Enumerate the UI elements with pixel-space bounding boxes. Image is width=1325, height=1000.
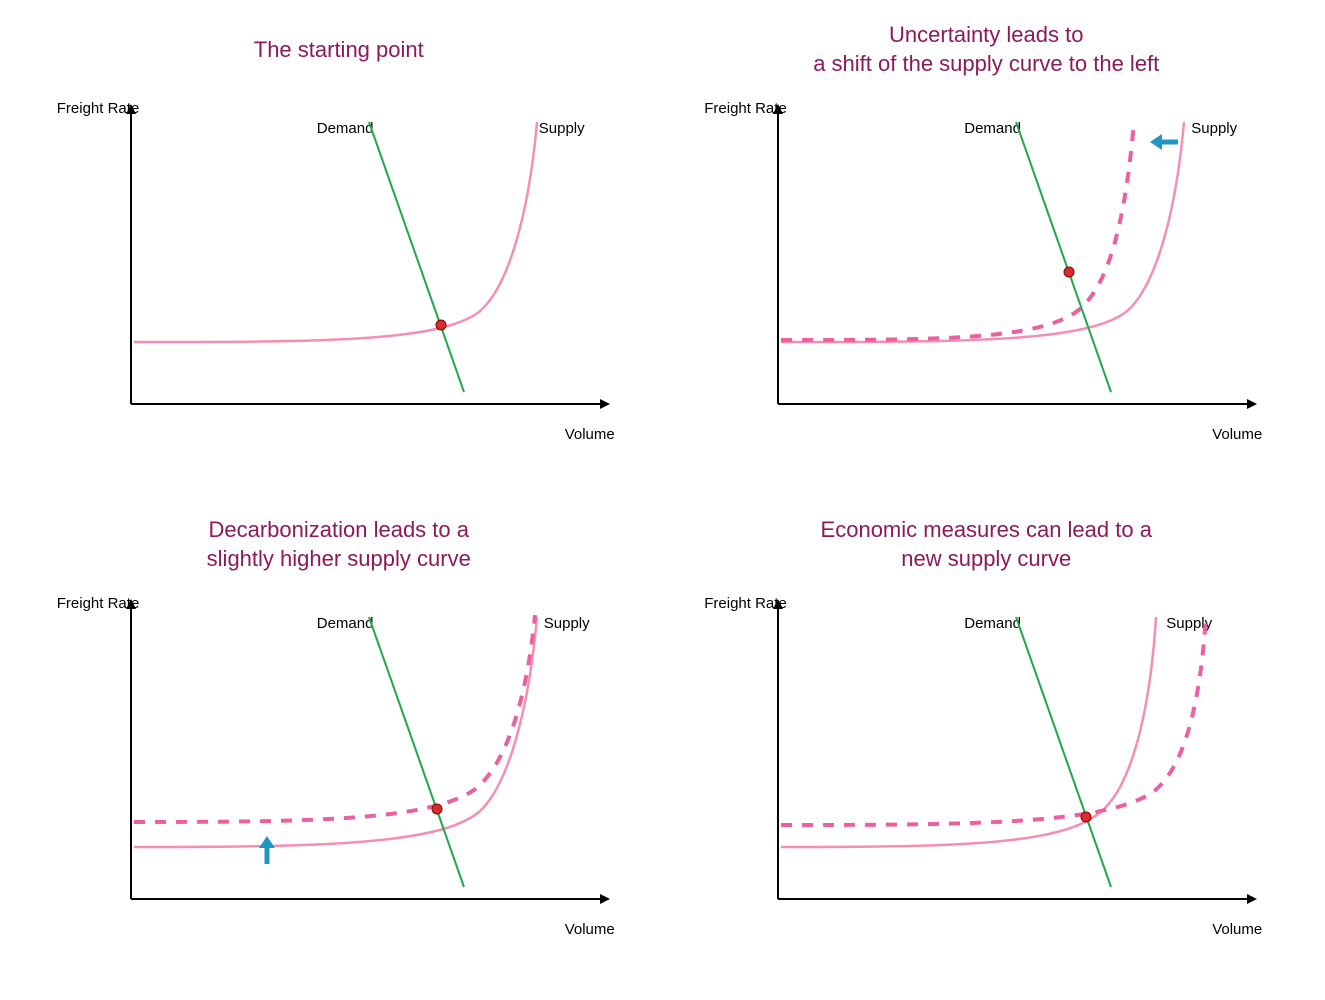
panel-uncertainty: Uncertainty leads to a shift of the supp… xyxy=(678,20,1296,485)
equilibrium-point xyxy=(1081,812,1091,822)
panel-title: Economic measures can lead to a new supp… xyxy=(821,515,1152,575)
axes xyxy=(773,599,1257,904)
equilibrium-point xyxy=(1064,267,1074,277)
supply-curve xyxy=(781,122,1184,342)
panel-title: Decarbonization leads to a slightly high… xyxy=(207,515,471,575)
supply-curve-shifted xyxy=(134,615,535,822)
chart: Freight Rate Volume Demand Supply xyxy=(706,587,1266,947)
shift-arrow-left-icon xyxy=(1150,134,1178,150)
supply-curve xyxy=(134,122,537,342)
panel-economic-measures: Economic measures can lead to a new supp… xyxy=(678,515,1296,980)
demand-curve xyxy=(1016,617,1111,887)
axes xyxy=(126,104,610,409)
chart: Freight Rate Volume Demand Supply xyxy=(706,92,1266,452)
demand-curve xyxy=(1016,122,1111,392)
chart-svg xyxy=(706,587,1266,947)
panel-title: Uncertainty leads to a shift of the supp… xyxy=(813,20,1159,80)
supply-curve xyxy=(134,617,537,847)
axes xyxy=(773,104,1257,409)
equilibrium-point xyxy=(436,320,446,330)
chart: Freight Rate Volume Demand Supply xyxy=(59,587,619,947)
panel-decarbonization: Decarbonization leads to a slightly high… xyxy=(30,515,648,980)
panel-title: The starting point xyxy=(254,20,424,80)
demand-curve xyxy=(369,617,464,887)
chart-svg xyxy=(706,92,1266,452)
equilibrium-point xyxy=(432,804,442,814)
shift-arrow-up-icon xyxy=(259,836,275,864)
panel-starting-point: The starting point Freight Rate Volume D… xyxy=(30,20,648,485)
chart-svg xyxy=(59,587,619,947)
chart: Freight Rate Volume Demand Supply xyxy=(59,92,619,452)
axes xyxy=(126,599,610,904)
demand-curve xyxy=(369,122,464,392)
chart-svg xyxy=(59,92,619,452)
